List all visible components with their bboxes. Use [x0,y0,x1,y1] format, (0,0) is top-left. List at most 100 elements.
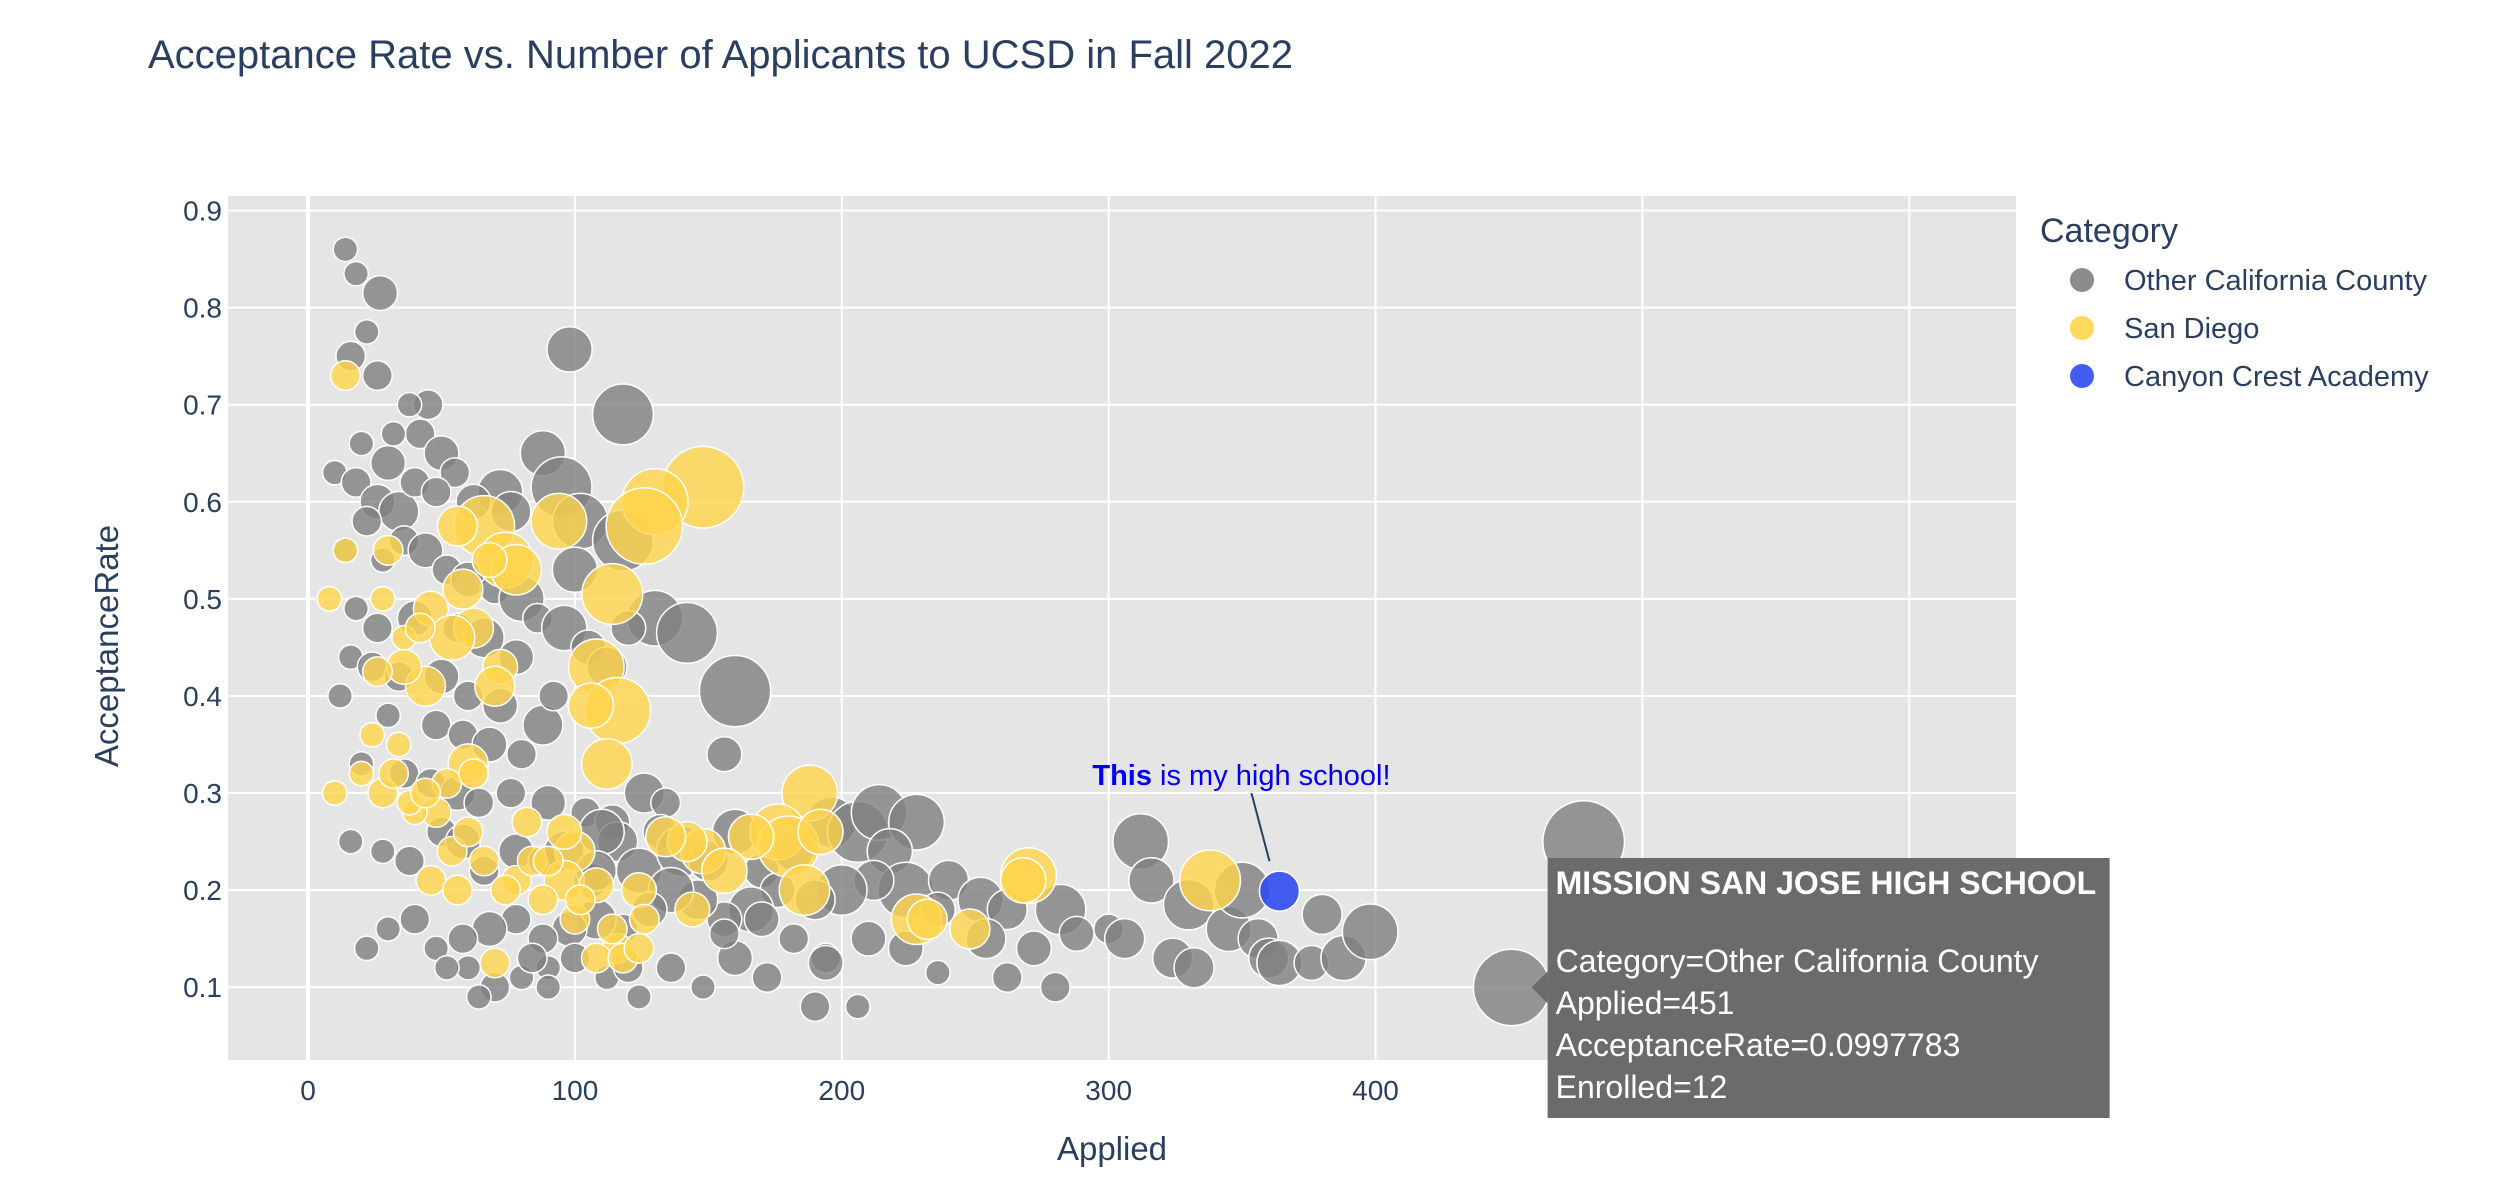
data-point[interactable] [1103,917,1146,960]
data-point[interactable] [1178,849,1242,912]
data-point[interactable] [452,816,484,848]
data-point[interactable] [580,737,633,790]
data-point[interactable] [999,857,1047,904]
data-point[interactable] [332,537,359,564]
data-point[interactable] [409,777,442,809]
data-point[interactable] [650,787,682,819]
data-point[interactable] [1128,857,1175,904]
data-point[interactable] [372,534,404,566]
data-point[interactable] [327,683,354,709]
data-point[interactable] [321,780,348,806]
data-point[interactable] [447,923,479,955]
data-point[interactable] [404,612,436,644]
data-point[interactable] [428,614,476,662]
data-point[interactable] [628,903,660,935]
data-point[interactable] [463,787,495,819]
data-point[interactable] [489,874,522,906]
data-point[interactable] [343,595,370,622]
data-point[interactable] [506,738,538,770]
data-point[interactable] [340,466,372,498]
data-point[interactable] [439,457,471,489]
data-point[interactable] [457,758,490,790]
data-point[interactable] [1301,893,1343,936]
data-point[interactable] [708,918,740,950]
data-point[interactable] [698,654,772,728]
data-point[interactable] [535,974,562,1001]
data-point[interactable] [329,360,361,392]
data-point[interactable] [655,952,687,984]
data-point[interactable] [906,898,948,940]
data-point[interactable] [511,806,543,838]
data-point[interactable] [949,908,991,950]
data-point[interactable] [546,813,583,851]
data-point[interactable] [1173,947,1215,989]
data-point[interactable] [655,601,719,665]
data-point[interactable] [399,903,431,935]
data-point[interactable] [465,983,492,1010]
data-point[interactable] [393,845,426,877]
data-point[interactable] [807,944,844,982]
data-point[interactable] [1015,930,1053,967]
legend-item[interactable]: Canyon Crest Academy [2070,361,2429,393]
data-point[interactable] [420,476,452,508]
data-point[interactable] [626,983,652,1010]
data-point[interactable] [361,612,393,644]
data-point[interactable] [580,942,612,974]
data-point[interactable] [375,915,402,942]
data-point[interactable] [495,777,527,809]
data-point[interactable] [620,871,658,909]
data-point[interactable] [436,505,479,547]
data-point[interactable] [343,260,370,287]
data-point[interactable] [850,920,887,957]
data-point[interactable] [361,656,393,688]
data-point[interactable] [396,391,423,418]
data-point[interactable] [375,702,402,729]
data-point[interactable] [474,665,516,707]
data-point[interactable] [701,847,748,895]
data-point[interactable] [332,236,359,263]
data-point[interactable] [546,326,593,373]
data-point[interactable] [605,487,684,566]
data-point[interactable] [479,947,511,979]
data-point[interactable] [415,864,447,896]
data-point[interactable] [420,709,452,741]
data-point[interactable] [844,993,871,1020]
data-point[interactable] [623,932,655,964]
legend-item[interactable]: Other California County [2070,265,2428,297]
legend-item[interactable]: San Diego [2070,313,2259,345]
data-point[interactable] [567,682,615,730]
data-point[interactable] [442,568,484,610]
data-point[interactable] [369,585,396,612]
data-point[interactable] [348,430,375,457]
data-point[interactable] [778,923,810,955]
data-point[interactable] [527,884,559,916]
data-point[interactable] [441,874,474,906]
data-point[interactable] [385,731,412,758]
data-point[interactable] [727,813,775,861]
data-point[interactable] [538,680,570,712]
data-point[interactable] [351,505,383,537]
data-point[interactable] [743,901,780,938]
data-point[interactable] [674,891,711,928]
data-point[interactable] [591,383,655,446]
data-point[interactable] [433,954,460,981]
data-point[interactable] [348,760,375,787]
data-point[interactable] [1058,915,1095,952]
data-point[interactable] [516,942,548,974]
data-point[interactable] [471,541,508,579]
data-point[interactable] [532,845,564,877]
data-point[interactable] [316,585,343,612]
data-point[interactable] [359,721,386,748]
data-point[interactable] [377,758,410,790]
data-point[interactable] [797,808,844,856]
data-point[interactable] [644,815,687,858]
data-point[interactable] [361,274,399,312]
data-point[interactable] [1258,870,1301,912]
data-point[interactable] [369,444,407,482]
data-point[interactable] [690,974,716,1001]
data-point[interactable] [361,360,393,392]
data-point[interactable] [799,991,831,1023]
data-point[interactable] [337,828,364,855]
data-point[interactable] [564,884,596,916]
data-point[interactable] [530,784,567,821]
